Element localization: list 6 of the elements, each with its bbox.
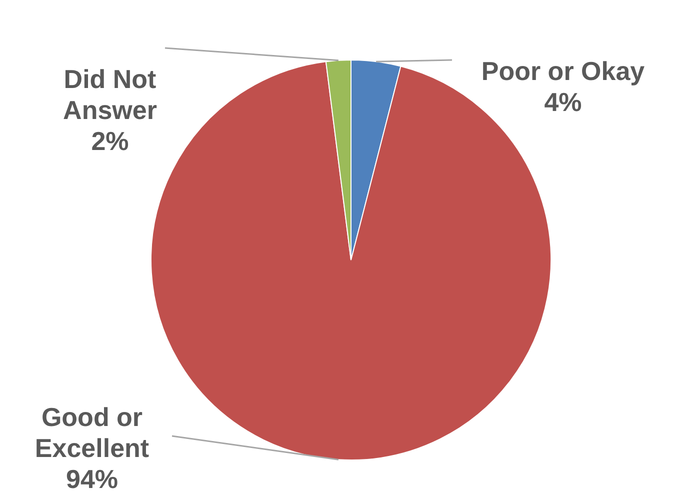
- data-label: 94%: [66, 464, 118, 494]
- data-label: 4%: [544, 87, 582, 117]
- slice-label: Poor or Okay: [481, 56, 646, 86]
- data-label: 2%: [91, 126, 129, 156]
- slice-label: Good or Excellent: [34, 402, 150, 463]
- slice-label: Did Not Answer: [63, 64, 157, 125]
